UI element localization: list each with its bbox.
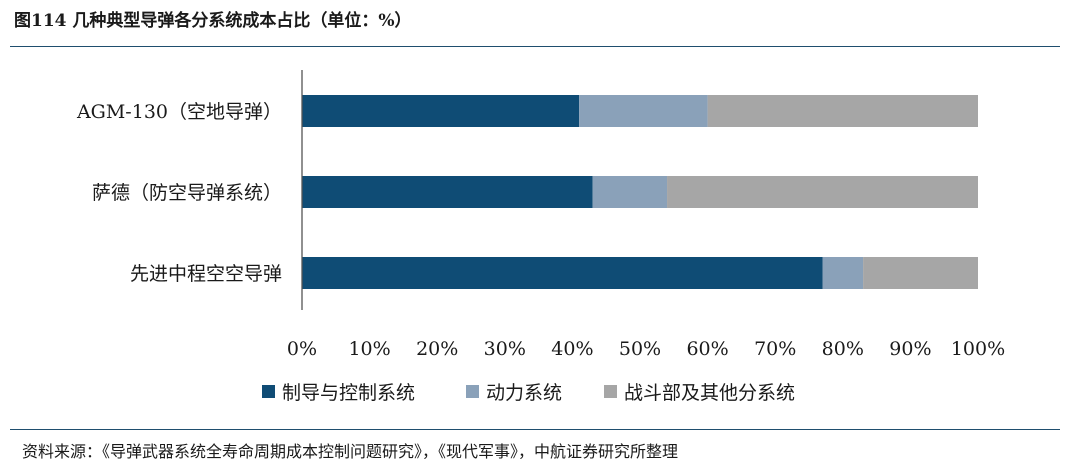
- bar-segment: [863, 257, 978, 289]
- category-label: AGM-130（空地导弹）: [76, 101, 282, 123]
- x-tick-label: 40%: [551, 338, 593, 360]
- legend-label: 战斗部及其他分系统: [624, 382, 795, 404]
- bar-segment: [302, 257, 823, 289]
- x-tick-label: 50%: [619, 338, 661, 360]
- bottom-divider: [10, 429, 1060, 430]
- x-tick-label: 80%: [822, 338, 864, 360]
- bar-segment: [592, 176, 668, 208]
- x-tick-label: 70%: [754, 338, 796, 360]
- legend-label: 制导与控制系统: [282, 382, 415, 404]
- bar-segment: [302, 95, 580, 127]
- x-tick-label: 0%: [287, 338, 317, 360]
- bar-segment: [667, 176, 978, 208]
- stacked-bar-chart: AGM-130（空地导弹） 萨德（防空导弹系统） 先进中程空空导弹 0% 10% 20%…: [76, 70, 1005, 404]
- x-tick-label: 30%: [484, 338, 526, 360]
- source-note: 资料来源：《导弹武器系统全寿命周期成本控制问题研究》，《现代军事》，中航证券研究…: [22, 442, 679, 461]
- top-divider: [10, 46, 1060, 47]
- x-tick-label: 10%: [348, 338, 390, 360]
- bar-segment: [822, 257, 864, 289]
- x-tick-label: 20%: [416, 338, 458, 360]
- bar-segment: [302, 176, 593, 208]
- chart-title: 图114 几种典型导弹各分系统成本占比（单位：%）: [14, 11, 412, 31]
- bar-segment: [579, 95, 708, 127]
- category-label: 先进中程空空导弹: [130, 263, 282, 285]
- x-tick-label: 60%: [686, 338, 728, 360]
- legend-swatch: [604, 385, 617, 398]
- category-label: 萨德（防空导弹系统）: [92, 182, 282, 204]
- x-tick-label: 100%: [951, 338, 1005, 360]
- legend-swatch: [262, 385, 275, 398]
- legend-swatch: [466, 385, 479, 398]
- legend-label: 动力系统: [486, 382, 562, 404]
- bar-segment: [707, 95, 978, 127]
- x-tick-label: 90%: [889, 338, 931, 360]
